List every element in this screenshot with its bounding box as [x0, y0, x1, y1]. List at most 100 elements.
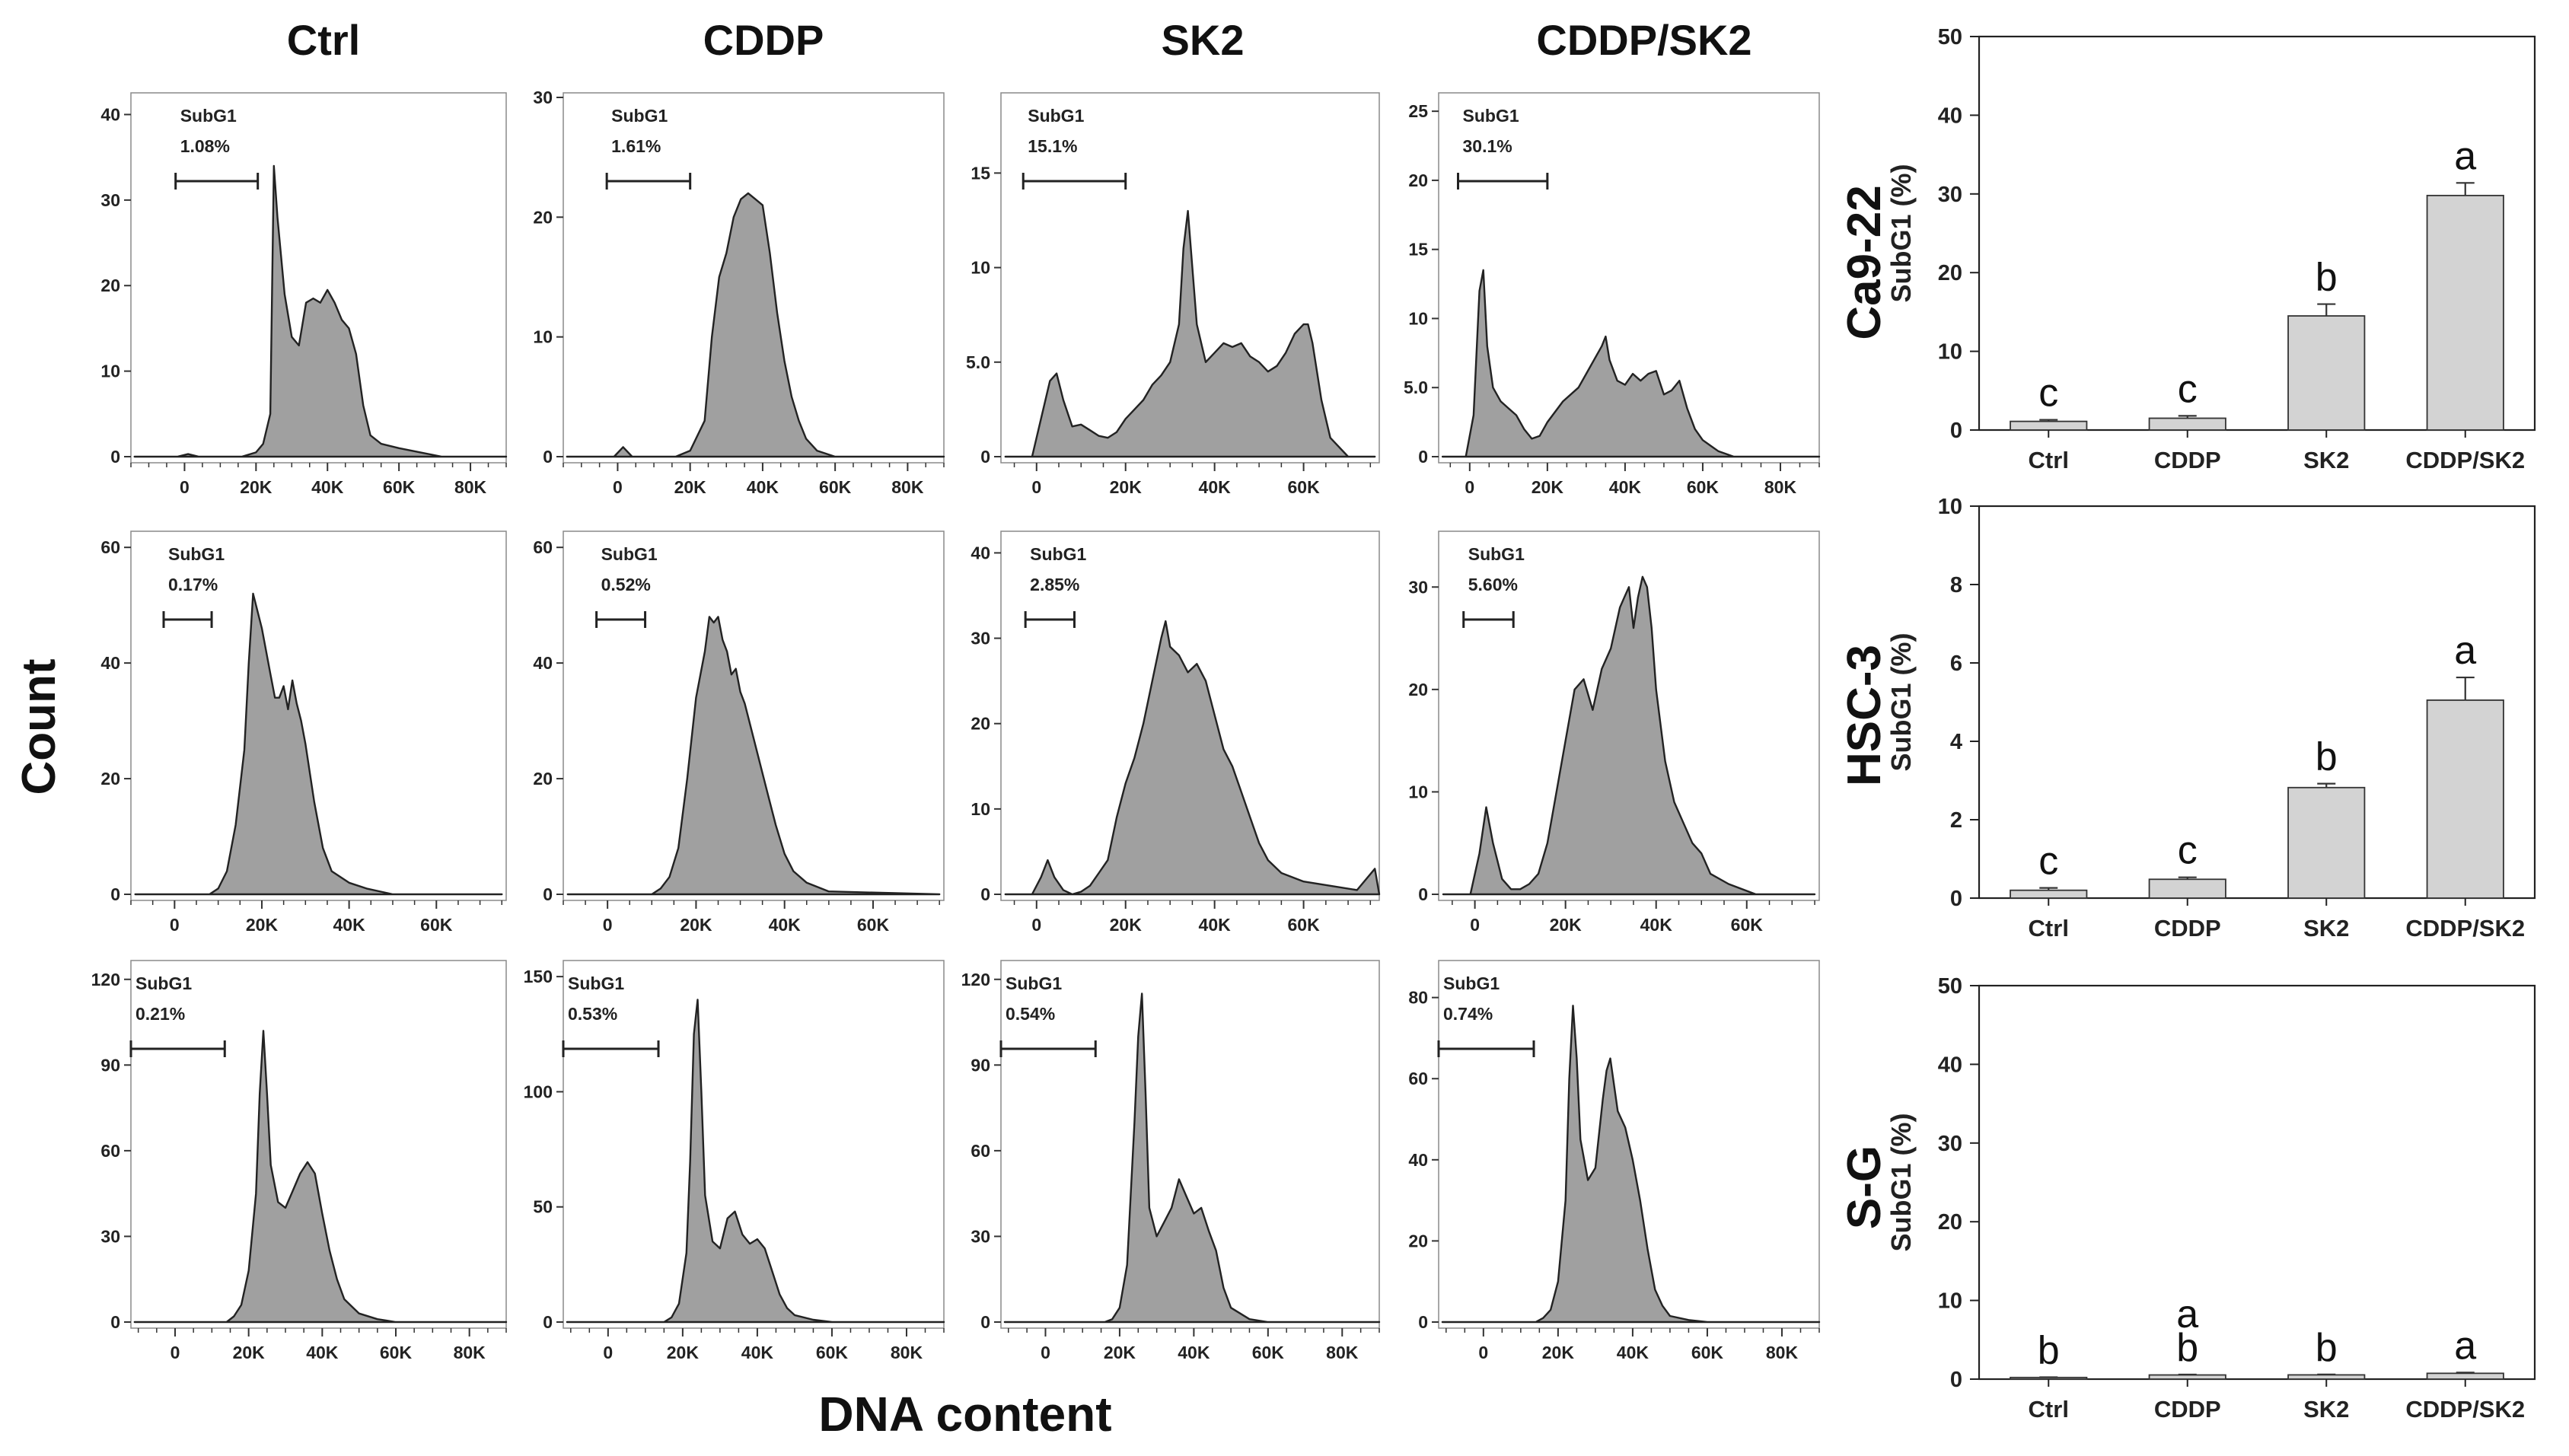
y-tick-label: 100: [524, 1082, 553, 1101]
significance-letter: c: [2178, 829, 2198, 873]
gate-label: SubG1: [1028, 106, 1084, 126]
histogram-area: [133, 164, 508, 458]
x-tick-label: 20K: [1110, 477, 1143, 497]
y-tick-label: 40: [1938, 1053, 1962, 1077]
x-tick-label: 0: [1031, 477, 1041, 497]
bar: [2010, 889, 2088, 899]
y-tick-label: 0: [543, 1312, 553, 1332]
x-tick-label: 40K: [1178, 1343, 1210, 1362]
histogram-area: [134, 592, 503, 896]
x-tick-label: 60K: [380, 1343, 413, 1362]
histogram-area: [1003, 992, 1381, 1324]
bar: [2287, 786, 2366, 899]
y-tick-label: 10: [1938, 1289, 1962, 1314]
y-tick-label: 10: [1938, 495, 1962, 519]
y-tick-label: 20: [1938, 1210, 1962, 1235]
x-tick-label: 20K: [1542, 1343, 1575, 1362]
significance-letter: b: [2316, 256, 2338, 300]
y-axis-label: SubG1 (%): [1885, 164, 1917, 302]
x-tick-label: 60K: [819, 477, 852, 497]
h-ca922-sk2: 0 5.0 10 15 0 20K 40K 60K SubG1 15.1%: [966, 92, 1380, 497]
h-ca922-combo: 0 5.0 10 15 20 25 0 20K 40K 60K 80K SubG1 30.1%: [1404, 92, 1821, 497]
gate-label: SubG1: [1443, 973, 1500, 993]
y-tick-label: 90: [971, 1055, 990, 1075]
x-tick-label: Ctrl: [2029, 915, 2069, 941]
x-tick-label: 60K: [1691, 1343, 1724, 1362]
gate-label: SubG1: [135, 973, 192, 993]
y-tick-label: 0: [110, 447, 120, 467]
y-tick-label: 40: [1408, 1150, 1428, 1170]
column-title-ctrl: Ctrl: [287, 16, 360, 64]
gate-percentage: 5.60%: [1468, 575, 1518, 594]
y-axis-label: SubG1 (%): [1885, 1113, 1917, 1251]
y-tick-label: 25: [1408, 101, 1428, 121]
y-tick-label: 20: [1408, 1231, 1428, 1251]
x-tick-label: 40K: [741, 1343, 774, 1362]
x-tick-label: 40K: [747, 477, 779, 497]
y-tick-label: 60: [100, 537, 120, 557]
y-tick-label: 40: [1938, 104, 1962, 128]
bar: [2426, 1372, 2504, 1380]
y-tick-label: 120: [91, 970, 120, 989]
gate-percentage: 0.54%: [1006, 1004, 1055, 1024]
x-tick-label: 40K: [769, 915, 802, 935]
bar: [2148, 878, 2226, 899]
significance-letter: a: [2454, 629, 2476, 673]
x-tick-label: 20K: [674, 477, 707, 497]
y-tick-label: 4: [1950, 730, 1962, 754]
y-tick-label: 0: [1418, 884, 1428, 904]
bar-ca922: 0 10 20 30 40 50 SubG1 (%) c Ctrl c CDDP b SK2 a CDDP/…: [1885, 25, 2536, 473]
bar-chart-frame: [1978, 984, 2536, 1381]
x-tick-label: SK2: [2303, 447, 2349, 473]
x-tick-label: 0: [1041, 1343, 1050, 1362]
y-tick-label: 0: [1950, 887, 1962, 911]
y-tick-label: 20: [533, 769, 553, 789]
x-tick-label: 40K: [1199, 477, 1232, 497]
y-tick-label: 0: [1950, 1368, 1962, 1392]
y-tick-label: 20: [100, 769, 120, 789]
x-tick-label: 80K: [1326, 1343, 1359, 1362]
x-tick-label: 40K: [1617, 1343, 1649, 1362]
h-sg-cddp: 0 50 100 150 0 20K 40K 60K 80K SubG1 0.53%: [524, 960, 945, 1362]
histogram-area: [566, 999, 945, 1324]
column-title-sk2: SK2: [1162, 16, 1245, 64]
y-tick-label: 40: [100, 104, 120, 124]
h-ca922-ctrl: 0 10 20 30 40 0 20K 40K 60K 80K SubG1 1.08%: [100, 92, 508, 497]
y-tick-label: 10: [533, 327, 553, 347]
y-tick-label: 10: [100, 362, 120, 381]
histogram-area: [1441, 1005, 1821, 1324]
x-tick-label: 0: [1465, 477, 1474, 497]
y-tick-label: 5.0: [1404, 378, 1428, 397]
y-tick-label: 15: [971, 163, 990, 183]
h-sg-combo: 0 20 40 60 80 0 20K 40K 60K 80K SubG1 0.74%: [1408, 960, 1821, 1362]
y-tick-label: 0: [1950, 419, 1962, 443]
y-tick-label: 0: [1418, 1312, 1428, 1332]
row-label-ca9-22: Ca9-22: [1838, 185, 1891, 339]
y-tick-label: 80: [1408, 988, 1428, 1008]
bar: [2010, 420, 2088, 431]
y-tick-label: 0: [543, 884, 553, 904]
x-tick-label: 20K: [246, 915, 279, 935]
x-tick-label: Ctrl: [2029, 447, 2069, 473]
bar: [2287, 1374, 2366, 1380]
histogram-area: [1004, 209, 1376, 458]
y-tick-label: 120: [961, 970, 990, 989]
significance-letter: b: [2316, 735, 2338, 779]
y-tick-label: 8: [1950, 573, 1962, 597]
y-tick-label: 0: [543, 447, 553, 467]
x-tick-label: 20K: [1104, 1343, 1136, 1362]
gate-percentage: 0.21%: [135, 1004, 185, 1024]
gate-percentage: 2.85%: [1030, 575, 1079, 594]
x-tick-label: 60K: [1687, 477, 1720, 497]
x-tick-label: 0: [1031, 915, 1041, 935]
histogram-area: [566, 192, 945, 458]
x-tick-label: 80K: [891, 477, 924, 497]
gate-percentage: 1.61%: [611, 136, 661, 156]
gate-label: SubG1: [1463, 106, 1519, 126]
significance-letter: c: [2178, 367, 2198, 411]
x-tick-label: 0: [1470, 915, 1480, 935]
x-tick-label: SK2: [2303, 915, 2349, 941]
gate-percentage: 1.08%: [180, 136, 230, 156]
